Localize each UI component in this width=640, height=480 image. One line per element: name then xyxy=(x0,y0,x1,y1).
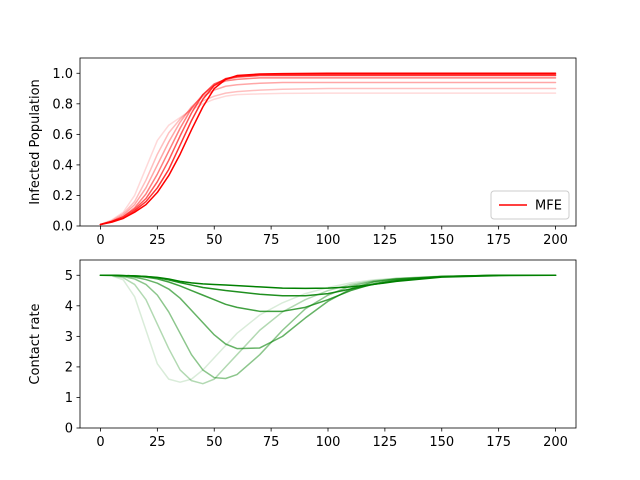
x-tick-label: 175 xyxy=(486,233,511,248)
legend-label: MFE xyxy=(535,199,562,214)
series-line-1 xyxy=(99,92,557,226)
x-tick-label: 150 xyxy=(429,435,454,450)
plot-frame xyxy=(79,259,577,429)
series-line-4 xyxy=(99,274,557,350)
x-tick-label: 100 xyxy=(316,435,341,450)
series-line-3 xyxy=(99,81,557,226)
series-line-6 xyxy=(99,74,557,226)
series-line-1 xyxy=(99,274,557,383)
x-tick-label: 50 xyxy=(206,233,223,248)
legend: MFE xyxy=(490,190,570,220)
x-tick-label: 200 xyxy=(543,435,568,450)
series-line-2 xyxy=(99,87,557,226)
series-line-4 xyxy=(99,77,557,226)
x-tick-label: 125 xyxy=(372,435,397,450)
y-tick-label: 4 xyxy=(65,299,73,314)
y-tick-label: 0.4 xyxy=(52,158,73,173)
x-tick-label: 100 xyxy=(316,233,341,248)
x-tick-label: 0 xyxy=(96,435,104,450)
y-axis-label: Infected Population xyxy=(28,79,43,205)
series-line-7 xyxy=(99,274,557,290)
y-tick-label: 0.8 xyxy=(52,97,73,112)
x-tick-label: 50 xyxy=(206,435,223,450)
series-line-2 xyxy=(99,274,557,385)
y-tick-label: 1 xyxy=(65,391,73,406)
series-line-5 xyxy=(99,74,557,226)
x-tick-label: 25 xyxy=(149,435,166,450)
y-tick-label: 3 xyxy=(65,330,73,345)
legend-box xyxy=(490,190,570,220)
y-tick-label: 0.0 xyxy=(52,220,73,235)
series-line-7 xyxy=(99,72,557,226)
chart-1: 0 25 50 75 100 125 150 175 200 0.0 0.2 0.4 0.6 0.8 1.0… xyxy=(28,57,577,248)
x-tick-label: 200 xyxy=(543,233,568,248)
x-tick-label: 175 xyxy=(486,435,511,450)
y-tick-label: 1.0 xyxy=(52,67,73,82)
y-tick-label: 0.6 xyxy=(52,128,73,143)
y-tick-label: 0 xyxy=(65,422,73,437)
x-tick-label: 150 xyxy=(429,233,454,248)
chart-2: 0 25 50 75 100 125 150 175 200 0 1 2 3 4 5 Contact rate xyxy=(28,259,577,450)
y-tick-label: 0.2 xyxy=(52,189,73,204)
y-tick-label: 5 xyxy=(65,269,73,284)
x-tick-label: 125 xyxy=(372,233,397,248)
x-tick-label: 0 xyxy=(96,233,104,248)
x-tick-label: 75 xyxy=(263,435,280,450)
y-axis-label: Contact rate xyxy=(28,303,43,384)
y-tick-label: 2 xyxy=(65,360,73,375)
x-tick-label: 25 xyxy=(149,233,166,248)
x-tick-label: 75 xyxy=(263,233,280,248)
